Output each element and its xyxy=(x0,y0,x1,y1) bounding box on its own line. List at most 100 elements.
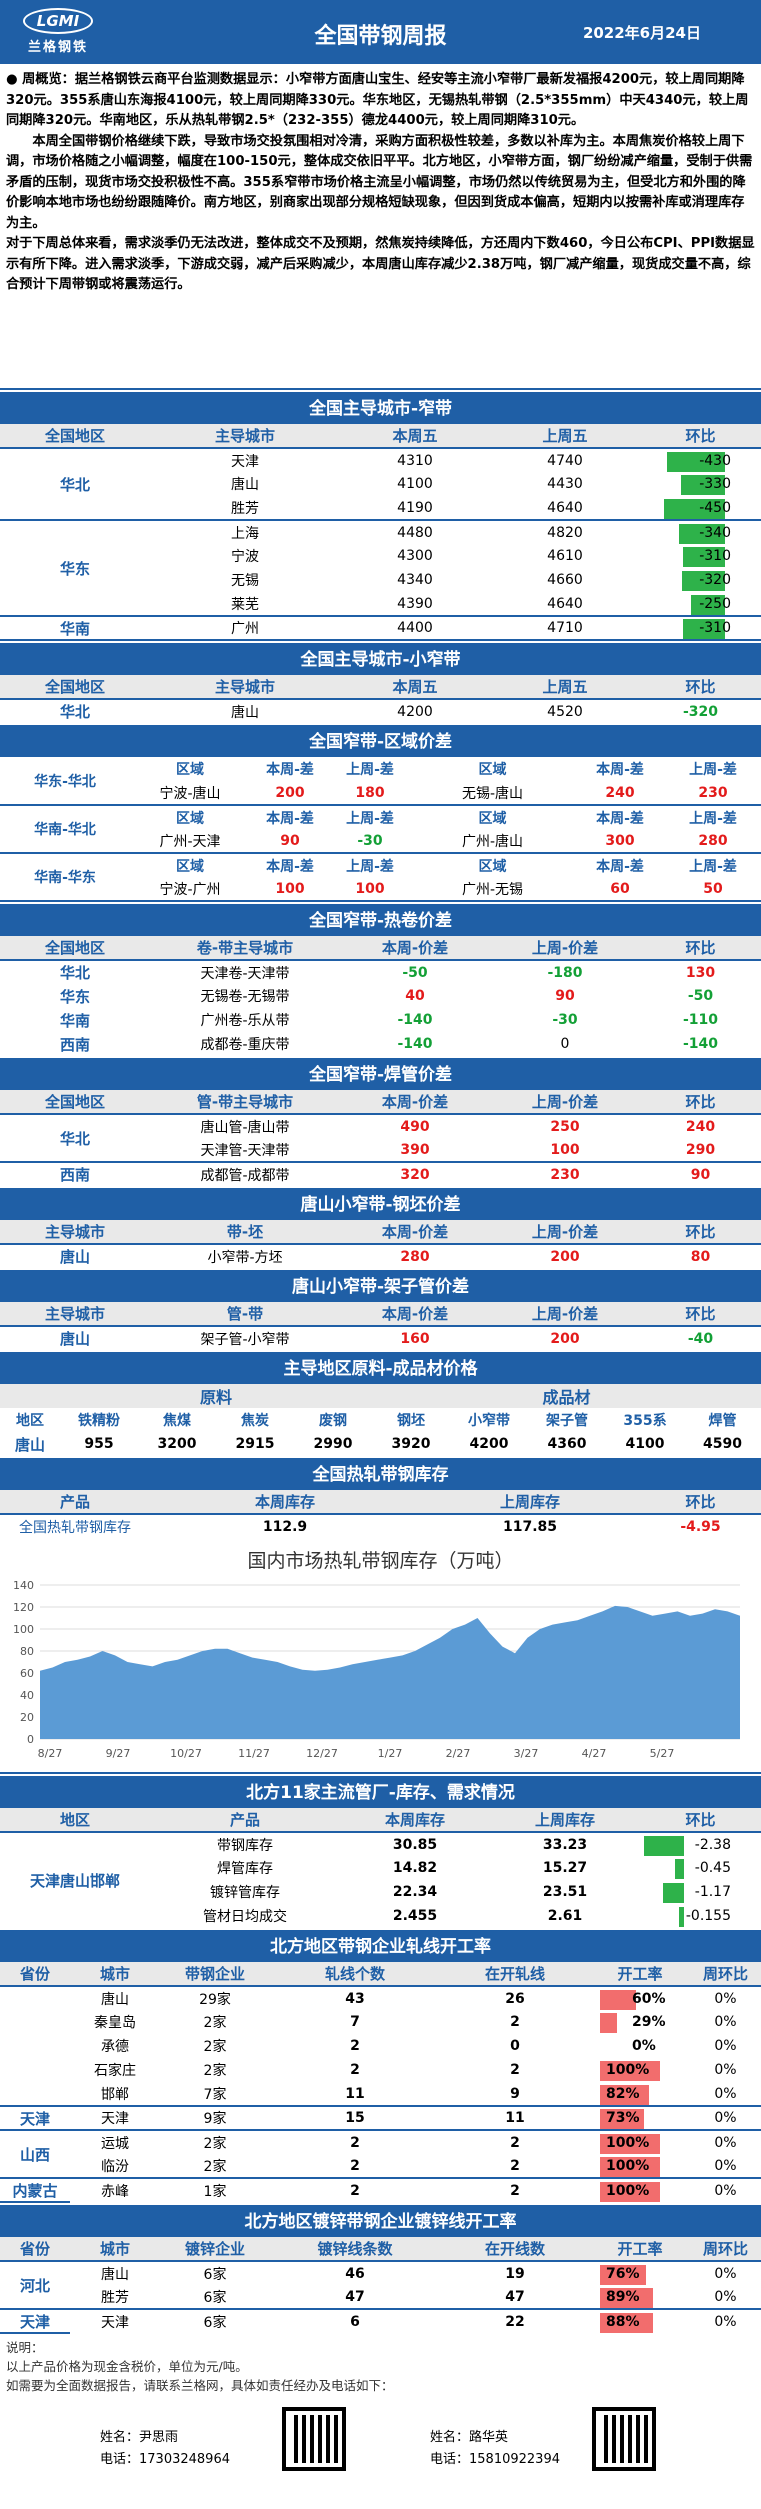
running-line-cell: 2 xyxy=(510,2134,520,2151)
company-cell: 2家 xyxy=(203,2039,227,2055)
line-count-cell: 2 xyxy=(270,2154,440,2179)
price-cell: 4640 xyxy=(490,592,640,617)
col-header: 环比 xyxy=(640,675,761,700)
spread-cell: 230 xyxy=(665,781,761,806)
inventory-area xyxy=(40,1605,740,1739)
phone-label: 电话： xyxy=(100,2452,140,2467)
product-cell: 全国热轧带钢库存 xyxy=(19,1519,131,1536)
col-header: 带-坯 xyxy=(150,1220,340,1245)
spread-cell: 320 xyxy=(400,1166,430,1183)
y-tick-label: 140 xyxy=(13,1579,34,1592)
x-tick-label: 8/27 xyxy=(38,1747,63,1760)
company-cell: 1家 xyxy=(203,2183,227,2200)
col-header: 开工率 xyxy=(590,2237,690,2262)
weekly-change-cell: 0% xyxy=(690,2154,761,2179)
change-cell: -320 xyxy=(682,703,719,720)
weekly-change-cell: 0% xyxy=(690,2106,761,2131)
y-tick-label: 120 xyxy=(13,1601,34,1614)
y-tick-label: 20 xyxy=(20,1711,34,1724)
price-cell: 955 xyxy=(84,1436,114,1452)
qr-code-icon xyxy=(592,2407,656,2471)
x-tick-label: 3/27 xyxy=(514,1747,539,1760)
col-header: 卷-带主导城市 xyxy=(150,936,340,961)
col-header: 周环比 xyxy=(690,1962,761,1987)
rate-cell: 29% xyxy=(590,2010,690,2034)
price-cell: 4340 xyxy=(397,572,433,588)
section-title: 全国主导城市-窄带 xyxy=(0,390,761,424)
spread-cell: 200 xyxy=(550,1248,580,1265)
province-cell: 天津 xyxy=(0,2106,70,2131)
company-cell: 2家 xyxy=(160,2154,270,2179)
col-header: 焊管 xyxy=(708,1413,737,1429)
col-header: 全国地区 xyxy=(0,1090,150,1115)
col-header: 开工率 xyxy=(590,1962,690,1987)
chart-title: 国内市场热轧带钢库存（万吨） xyxy=(247,1550,514,1572)
sub-header: 上周-差 xyxy=(689,858,737,875)
spread-cell: 250 xyxy=(550,1118,580,1135)
company-cell: 9家 xyxy=(160,2106,270,2131)
sub-header: 本周-差 xyxy=(266,762,314,778)
sub-header: 上周-差 xyxy=(346,858,394,875)
col-header: 焦煤 xyxy=(163,1413,191,1429)
section-title: 全国窄带-焊管价差 xyxy=(0,1056,761,1090)
y-tick-label: 100 xyxy=(13,1623,34,1636)
col-header: 城市 xyxy=(70,1962,160,1987)
running-line-cell: 2 xyxy=(440,2154,590,2179)
spread-cell: -30 xyxy=(552,1012,578,1028)
weekly-change-cell: 0% xyxy=(714,2134,737,2151)
billet-spread-table: 主导城市 带-坯 本周-价差 上周-价差 环比 唐山 小窄带-方坯 280 200 80 xyxy=(0,1220,761,1268)
col-header: 本周-价差 xyxy=(340,936,490,961)
price-cell: 4400 xyxy=(340,616,490,641)
change-cell: -50 xyxy=(687,988,714,1004)
col-header: 全国地区 xyxy=(0,675,150,700)
col-header: 地区 xyxy=(16,1413,44,1429)
y-tick-label: 40 xyxy=(20,1689,34,1702)
stock-cell: 30.85 xyxy=(392,1836,438,1853)
product-cell: 带钢库存 xyxy=(217,1837,273,1854)
col-header: 上周库存 xyxy=(490,1808,640,1833)
pair-cell: 无锡卷-无锡带 xyxy=(200,989,290,1005)
sub-header: 上周-差 xyxy=(689,810,737,827)
pipe-inventory-table: 地区 产品 本周库存 上周库存 环比 天津唐山邯郸 带钢库存 30.85 33.23 -2.38… xyxy=(0,1808,761,1928)
col-header: 钢坯 xyxy=(397,1413,425,1429)
product-cell: 管材日均成交 xyxy=(203,1909,287,1925)
change-cell: 130 xyxy=(685,964,716,981)
city-cell: 运城 xyxy=(101,2135,129,2152)
x-tick-label: 12/27 xyxy=(306,1747,338,1760)
sub-header: 区域 xyxy=(176,762,204,778)
col-header: 环比 xyxy=(640,424,761,449)
pair-cell: 广州卷-乐从带 xyxy=(200,1013,290,1029)
weekly-change-cell: 0% xyxy=(714,2014,737,2030)
company-cell: 2家 xyxy=(203,2063,227,2079)
note-unit: 以上产品价格为现金含税价，单位为元/吨。 xyxy=(6,2359,248,2374)
rate-cell: 0% xyxy=(632,2038,656,2054)
narrow-strip-table: 全国地区 主导城市 本周五 上周五 环比 华北 天津 4310 4740 -430 … xyxy=(0,424,761,641)
city-cell: 承德 xyxy=(101,2039,129,2055)
price-cell: 4520 xyxy=(547,703,583,720)
col-header: 管-带 xyxy=(150,1302,340,1327)
spread-cell: 200 xyxy=(250,781,330,806)
pair-cell: 成都卷-重庆带 xyxy=(200,1037,290,1053)
change-cell: -4.95 xyxy=(680,1518,721,1535)
company-cell: 7家 xyxy=(160,2082,270,2107)
weekly-change-cell: 0% xyxy=(714,2265,737,2282)
city-cell: 上海 xyxy=(231,525,259,542)
line-count-cell: 2 xyxy=(350,2182,360,2199)
section-title: 全国窄带-热卷价差 xyxy=(0,902,761,936)
price-cell: 4430 xyxy=(547,476,583,492)
region-cell: 华南 xyxy=(0,616,150,641)
pair-cell: 天津卷-天津带 xyxy=(200,965,290,982)
rate-cell: 76% xyxy=(590,2261,690,2285)
spread-cell: 50 xyxy=(665,877,761,902)
spread-cell: 200 xyxy=(550,1330,580,1347)
col-header: 省份 xyxy=(0,1962,70,1987)
report-date: 2022年6月24日 xyxy=(582,24,701,42)
sub-header: 本周-差 xyxy=(596,810,644,827)
col-header: 环比 xyxy=(640,1220,761,1245)
stock-cell: 23.51 xyxy=(542,1884,588,1900)
city-cell: 唐山 xyxy=(101,2266,129,2283)
change-bar: -450 xyxy=(640,497,761,519)
price-cell: 4100 xyxy=(397,476,433,492)
pair-cell: 广州-唐山 xyxy=(410,829,575,854)
province-cell: 山西 xyxy=(0,2130,70,2179)
